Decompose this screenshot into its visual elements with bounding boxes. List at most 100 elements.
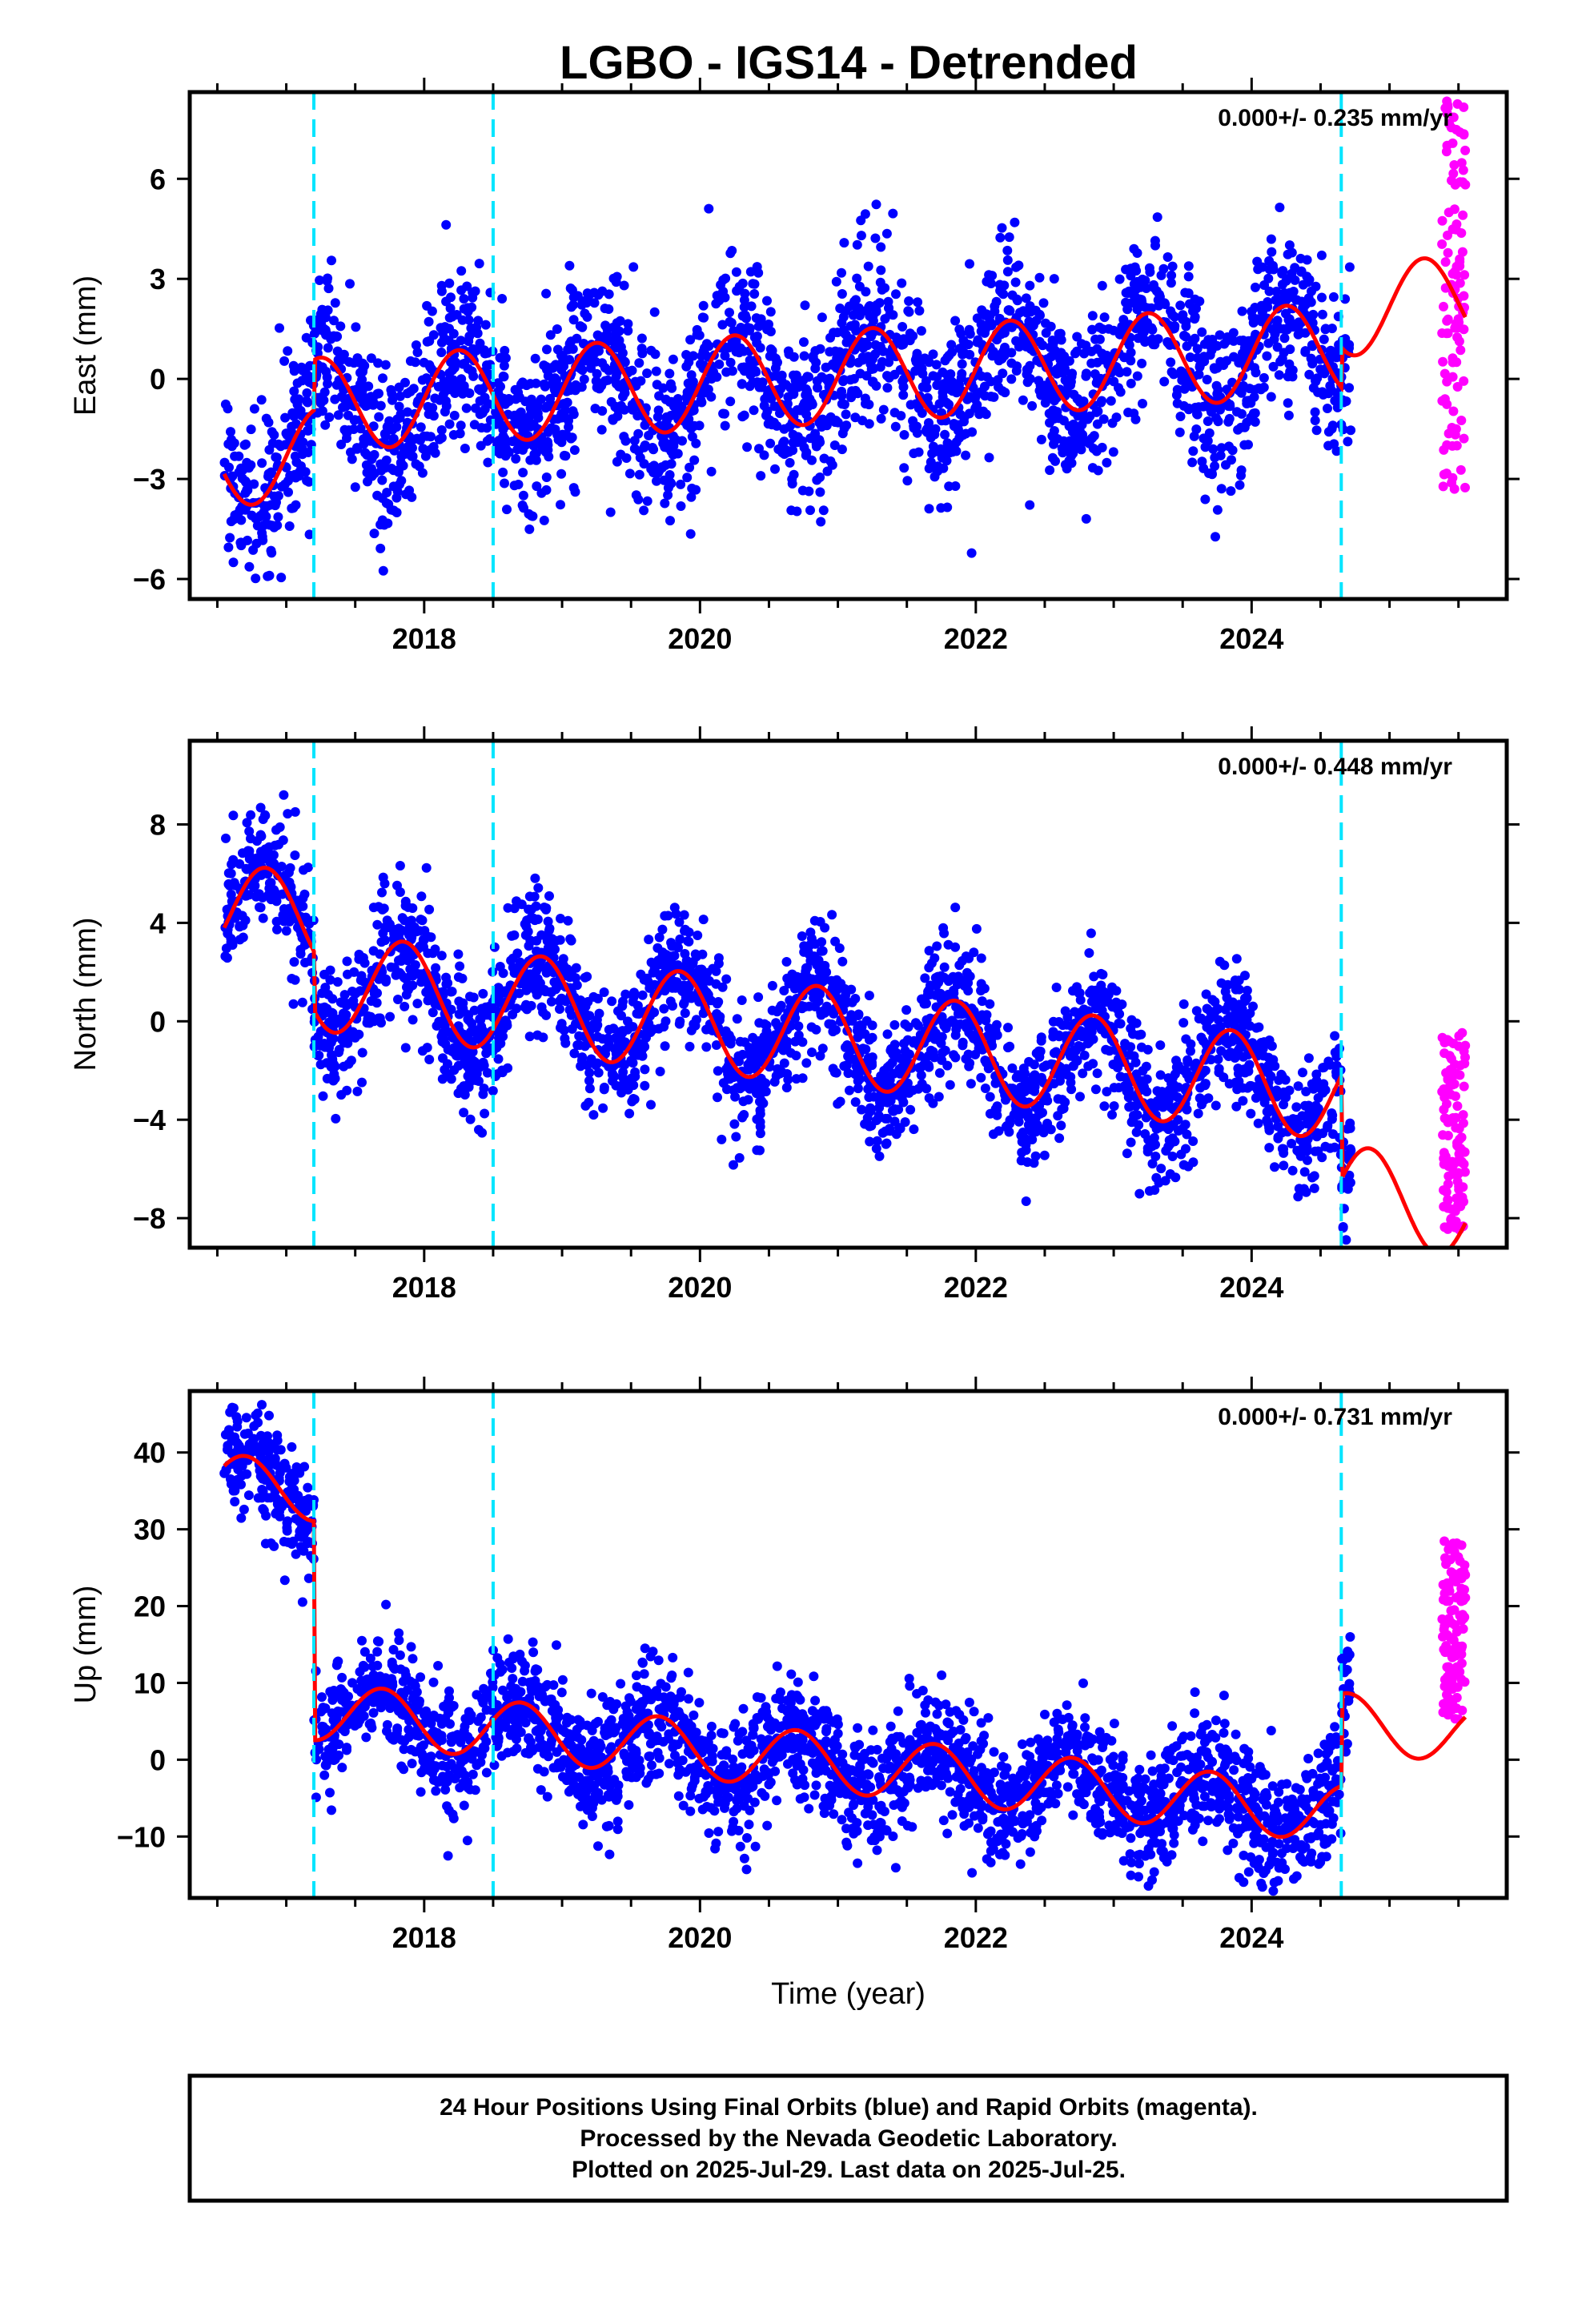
data-point	[1122, 367, 1132, 377]
data-point	[1108, 447, 1118, 457]
data-point	[542, 963, 552, 974]
data-point	[1174, 427, 1185, 437]
data-point	[1138, 399, 1147, 408]
data-point	[382, 488, 392, 497]
data-point	[1284, 359, 1295, 369]
data-point	[857, 352, 868, 362]
data-point	[1290, 275, 1300, 285]
data-point	[263, 571, 273, 581]
data-point	[1273, 294, 1283, 304]
data-point	[640, 1080, 650, 1091]
data-point	[954, 380, 964, 390]
data-point	[502, 505, 512, 515]
data-point	[450, 388, 460, 398]
data-point	[475, 338, 485, 348]
data-point	[966, 1079, 976, 1089]
rapid-data-point	[1440, 257, 1451, 267]
data-point	[1018, 1128, 1028, 1137]
data-point	[1081, 340, 1091, 351]
data-point	[1154, 1123, 1164, 1133]
data-point	[861, 287, 871, 297]
data-point	[419, 357, 429, 368]
data-point	[613, 1006, 623, 1016]
data-point	[303, 862, 313, 873]
data-point	[913, 1020, 923, 1031]
data-point	[226, 889, 236, 899]
data-point	[619, 432, 629, 442]
data-point	[895, 1088, 905, 1099]
data-point	[749, 405, 759, 416]
data-point	[1231, 954, 1242, 964]
data-point	[1346, 425, 1356, 436]
data-point	[997, 223, 1007, 233]
data-point	[624, 1108, 635, 1119]
data-point	[1211, 1100, 1221, 1111]
data-point	[1199, 356, 1210, 367]
data-point	[629, 436, 640, 446]
data-point	[279, 356, 290, 366]
data-point	[1019, 1136, 1030, 1146]
data-point	[684, 927, 694, 938]
data-point	[1344, 262, 1355, 272]
data-point	[323, 343, 333, 353]
data-point	[542, 344, 552, 355]
data-point	[436, 280, 447, 291]
rapid-data-point	[1449, 160, 1460, 170]
data-point	[404, 441, 414, 452]
data-point	[426, 432, 436, 442]
data-point	[1275, 203, 1285, 212]
data-point	[480, 320, 491, 330]
data-point	[725, 1074, 735, 1084]
data-point	[811, 441, 821, 452]
data-point	[1317, 309, 1327, 320]
data-point	[934, 1035, 945, 1046]
data-point	[564, 422, 574, 432]
data-point	[969, 947, 979, 958]
data-point	[628, 262, 639, 272]
data-point	[1002, 255, 1013, 265]
data-point	[647, 462, 657, 472]
rapid-data-point	[1443, 328, 1453, 339]
data-point	[382, 923, 392, 933]
data-point	[917, 408, 927, 418]
data-point	[1330, 1142, 1339, 1152]
data-point	[1257, 262, 1267, 272]
data-point	[1066, 1084, 1077, 1095]
data-point	[924, 963, 934, 973]
data-point	[1010, 217, 1020, 227]
data-point	[1090, 1084, 1101, 1095]
data-point	[1262, 351, 1272, 361]
data-point	[386, 384, 396, 395]
data-point	[921, 376, 931, 386]
data-point	[930, 990, 941, 1000]
data-point	[888, 208, 898, 219]
data-point	[964, 1027, 974, 1038]
data-point	[841, 1042, 850, 1052]
data-point	[958, 1037, 968, 1047]
rapid-data-point	[1447, 423, 1458, 433]
data-point	[499, 360, 509, 371]
data-point	[1002, 245, 1013, 255]
data-point	[539, 515, 549, 525]
data-point	[269, 522, 279, 533]
data-point	[1259, 382, 1269, 392]
data-point	[1281, 275, 1291, 286]
data-point	[327, 255, 336, 266]
data-point	[460, 1090, 470, 1100]
data-point	[1055, 328, 1066, 339]
data-point	[1131, 1127, 1142, 1137]
data-point	[787, 969, 797, 979]
data-point	[565, 283, 576, 293]
data-point	[850, 412, 861, 423]
data-point	[1175, 412, 1186, 421]
data-point	[904, 1088, 914, 1098]
data-point	[752, 262, 762, 272]
data-point	[1323, 404, 1332, 413]
data-point	[1031, 1048, 1042, 1059]
data-point	[1191, 424, 1202, 434]
data-point	[765, 327, 776, 336]
data-point	[513, 480, 524, 489]
data-point	[416, 422, 426, 432]
data-point	[599, 987, 609, 997]
data-point	[942, 397, 952, 408]
